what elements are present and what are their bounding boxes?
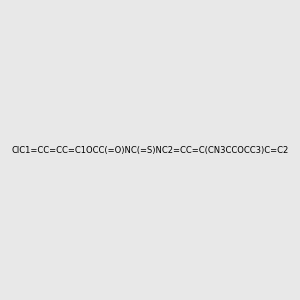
Text: ClC1=CC=CC=C1OCC(=O)NC(=S)NC2=CC=C(CN3CCOCC3)C=C2: ClC1=CC=CC=C1OCC(=O)NC(=S)NC2=CC=C(CN3CC… [11,146,289,154]
